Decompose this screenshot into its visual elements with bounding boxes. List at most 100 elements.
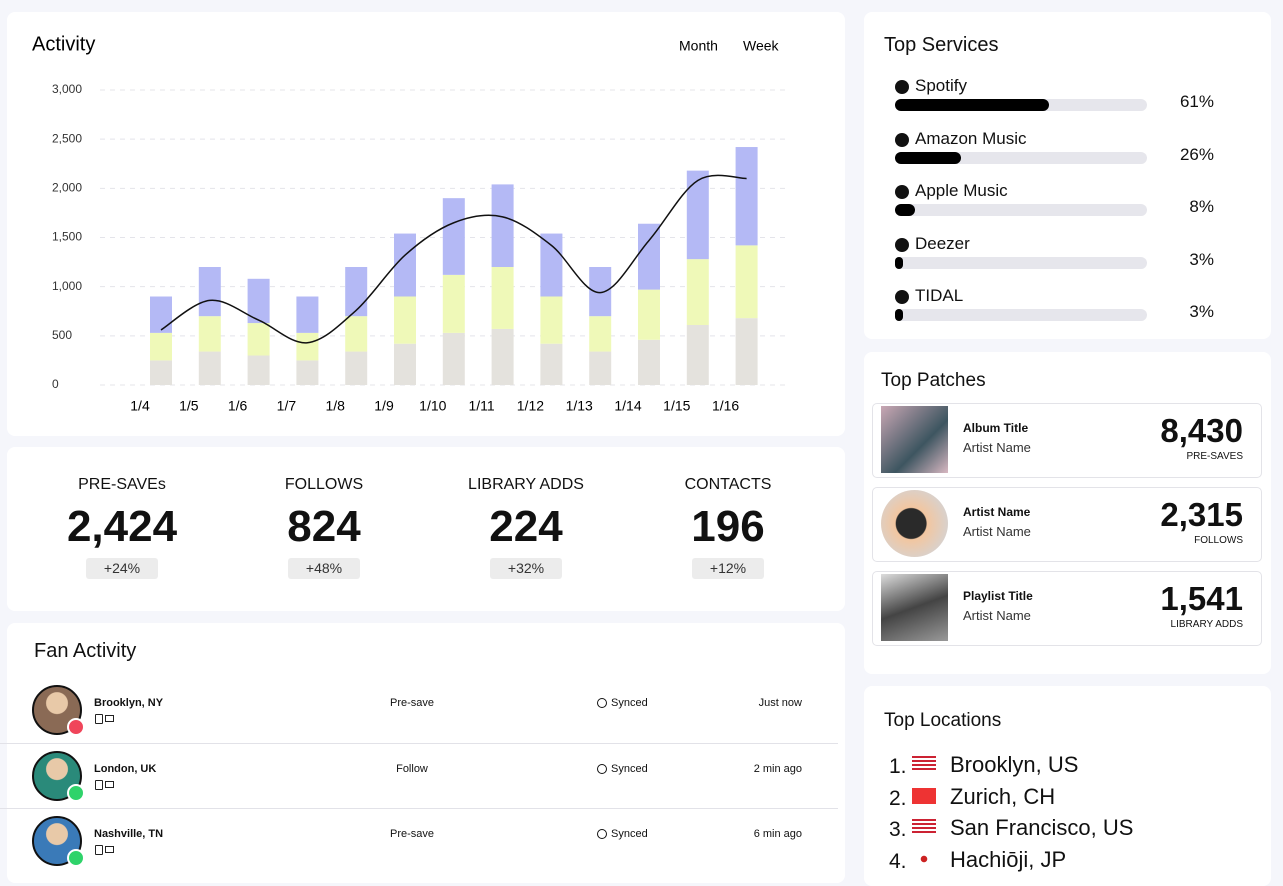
bar-segment	[394, 233, 416, 297]
platform-badge	[67, 849, 85, 867]
contact-icons	[95, 714, 103, 724]
stat-change: +12%	[692, 558, 764, 579]
bar-segment	[735, 318, 758, 385]
bar-segment	[442, 332, 465, 385]
status-icon	[597, 829, 607, 839]
y-tick-label: 0	[52, 377, 59, 391]
chart-title: Activity	[32, 33, 95, 55]
row-divider	[0, 808, 838, 809]
section-title: Fan Activity	[34, 640, 137, 662]
stats-card: PRE-SAVEs 2,424 +24% FOLLOWS 824 +48% LIBRARY …	[7, 447, 845, 611]
flag	[912, 756, 936, 772]
bar-segment	[589, 267, 612, 317]
service-name: Apple Music	[915, 181, 1008, 200]
service-icon	[895, 290, 909, 304]
location-name: Hachiōji, JP	[950, 846, 1067, 872]
tab[interactable]: Month	[679, 38, 718, 54]
bar-segment	[491, 184, 514, 267]
bar-segment	[638, 223, 660, 290]
service-icon	[895, 237, 909, 252]
bar-segment	[247, 323, 270, 356]
bar-segment	[540, 296, 563, 344]
bar-segment	[394, 296, 416, 344]
progress-bar	[895, 151, 961, 164]
activity-card: Activity Month Week 0 500 1,000 1,500 2,000 2,5…	[7, 12, 845, 436]
location-name: Brooklyn, US	[950, 752, 1079, 777]
y-tick-label: 2,000	[52, 181, 82, 195]
section-title: Top Locations	[884, 710, 1002, 731]
x-tick-label: 1/9	[374, 398, 394, 414]
bar-segment	[540, 233, 563, 297]
bar-segment	[198, 351, 221, 385]
stat-value: 224	[489, 502, 563, 551]
chart: Activity Month Week 0 500 1,000 1,500 2,000 2,5…	[32, 33, 790, 414]
bar-segment	[150, 296, 172, 333]
contact-icons	[95, 779, 103, 790]
patch-image	[881, 574, 948, 641]
patch-title: Playlist Title	[963, 589, 1033, 603]
bar-segment	[442, 198, 465, 275]
bar-segment	[247, 355, 270, 385]
section-title: Top Patches	[881, 370, 986, 391]
locations-card: Top Locations 1. Brooklyn, US 2. Zurich, CH 3…	[864, 686, 1271, 886]
status-icon	[597, 698, 607, 708]
flag	[912, 850, 936, 867]
y-tick-label: 2,500	[52, 131, 82, 145]
rank: 4.	[889, 849, 907, 873]
patch-card	[872, 571, 1262, 646]
progress-bar	[895, 256, 903, 269]
stat-value: 2,424	[66, 502, 178, 551]
fan-card: Fan Activity Brooklyn, NY Pre-save Synced Ju…	[0, 623, 845, 883]
x-tick-label: 1/16	[712, 398, 739, 414]
tab[interactable]: Week	[743, 38, 780, 54]
bar-segment	[491, 267, 514, 329]
stat-change: +48%	[288, 558, 360, 579]
x-tick-label: 1/11	[468, 398, 494, 414]
time: 6 min ago	[753, 828, 802, 840]
progress-bar	[895, 204, 916, 216]
bar-segment	[247, 278, 270, 324]
progress-bar	[895, 99, 1049, 111]
patch-subtitle: Artist Name	[963, 440, 1031, 455]
bar-segment	[735, 245, 758, 319]
patch-metric: FOLLOWS	[1194, 535, 1243, 546]
stat-label: FOLLOWS	[284, 476, 364, 493]
bar-segment	[735, 147, 758, 246]
location: London, UK	[94, 762, 157, 775]
x-tick-label: 1/14	[614, 398, 641, 414]
bar-segment	[296, 332, 319, 361]
patch-image	[881, 406, 948, 473]
patch-image	[881, 490, 948, 557]
progress-track	[895, 309, 1147, 321]
patch-metric: PRE-SAVES	[1186, 451, 1244, 462]
platform-badge	[67, 783, 85, 802]
patch-card	[872, 487, 1262, 562]
bar-segment	[296, 296, 319, 333]
bar-segment	[394, 343, 416, 385]
bar-segment	[345, 316, 368, 352]
stat-value: 196	[691, 502, 765, 551]
service-name: Spotify	[915, 76, 967, 95]
patch-value: 1,541	[1160, 580, 1243, 617]
contact-icons	[105, 780, 114, 788]
stat-change: +24%	[86, 558, 158, 579]
trend-line	[160, 174, 747, 344]
x-tick-label: 1/6	[228, 398, 248, 414]
service-icon	[895, 185, 909, 199]
bar-segment	[491, 328, 514, 385]
x-tick-label: 1/7	[277, 398, 297, 414]
patch-value: 2,315	[1160, 496, 1243, 533]
bar-segment	[296, 360, 319, 385]
x-tick-label: 1/8	[325, 398, 345, 414]
status-icon	[597, 763, 607, 774]
bar-segment	[345, 351, 368, 385]
bar-segment	[589, 351, 612, 385]
stat-label: CONTACTS	[684, 476, 772, 493]
service-name: Deezer	[915, 233, 970, 253]
status: Synced	[611, 828, 648, 840]
bar-segment	[686, 170, 709, 260]
progress-bar	[895, 309, 903, 321]
progress-track	[895, 204, 1147, 216]
status: Synced	[611, 762, 648, 775]
x-tick-label: 1/12	[517, 398, 544, 414]
